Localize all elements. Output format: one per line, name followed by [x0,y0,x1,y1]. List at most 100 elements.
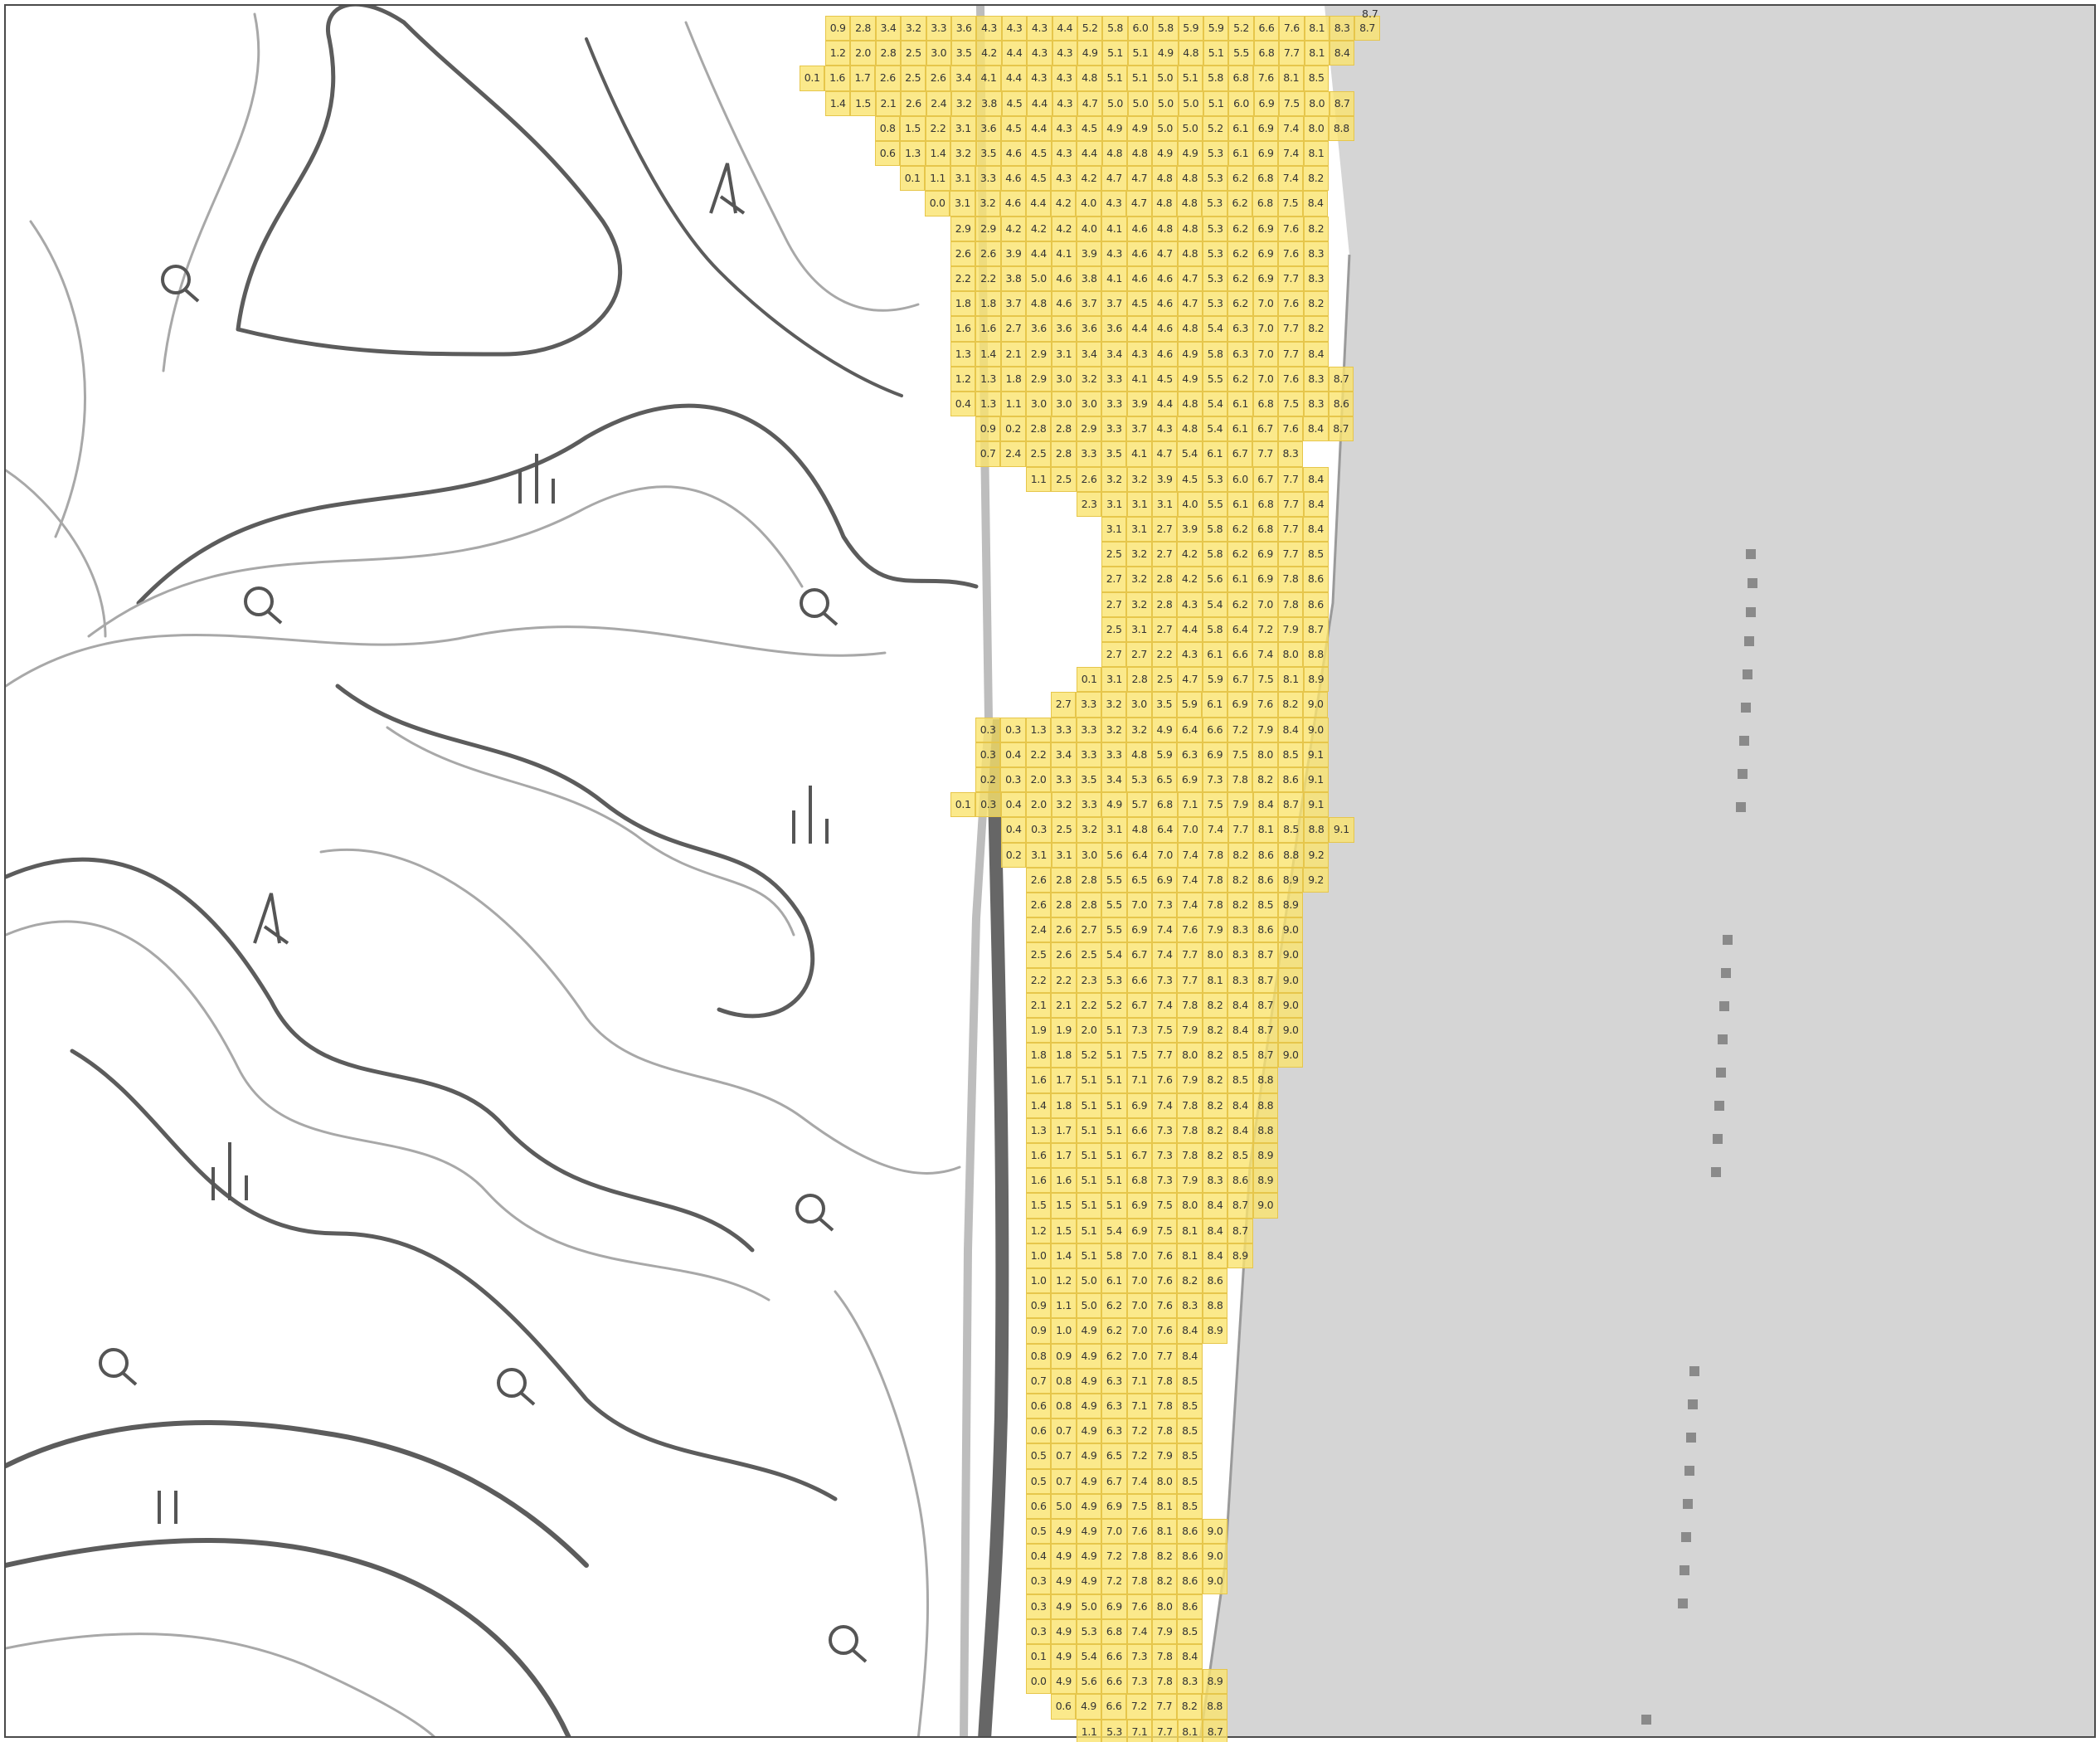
shrine-or-map-pin-icon [795,1194,834,1232]
grid-cell: 3.0 [1051,392,1077,417]
grid-cell: 8.9 [1202,1318,1228,1344]
grid-cell: 7.8 [1152,1394,1178,1419]
grid-cell: 8.8 [1252,1117,1278,1143]
grid-cell: 3.1 [950,115,976,141]
grid-cell: 4.8 [1152,166,1178,192]
grid-cell: 8.6 [1277,767,1304,793]
grid-cell: 7.3 [1152,967,1178,993]
grid-cell: 8.5 [1278,817,1304,843]
grid-cell: 4.3 [1052,90,1077,116]
grid-cell: 4.4 [1052,16,1077,41]
grid-cell: 7.4 [1278,141,1304,167]
sea-place-labels [1641,549,1757,1725]
grid-cell: 3.2 [975,191,1001,217]
grid-cell: 3.4 [1077,341,1102,367]
grid-cell: 8.3 [1303,266,1329,292]
grid-cell: 6.2 [1227,542,1253,567]
shrine-or-map-pin-icon [161,265,200,303]
grid-cell: 6.8 [1252,491,1279,517]
grid-cell: 6.2 [1101,1293,1127,1319]
grid-cell: 0.8 [1026,1343,1052,1369]
grid-cell: 3.7 [1000,291,1027,317]
grid-cell: 3.1 [1126,616,1152,642]
grid-cell: 3.1 [1101,517,1127,543]
grid-cell: 7.7 [1152,1343,1178,1369]
grid-cell: 0.3 [1000,717,1026,742]
grid-cell: 2.5 [1025,441,1052,467]
grid-cell: 4.6 [1126,241,1153,266]
grid-cell: 7.6 [1152,1318,1178,1344]
grid-cell: 4.7 [1152,241,1178,266]
grid-cell: 7.5 [1252,667,1279,693]
grid-cell: 8.7 [1203,1719,1228,1742]
grid-cell: 7.0 [1252,341,1279,367]
grid-cell: 8.0 [1304,90,1330,116]
grid-cell: 2.2 [1076,992,1102,1018]
grid-cell: 0.3 [975,717,1001,742]
grid-cell: 2.8 [1051,416,1077,442]
grid-cell: 7.8 [1227,767,1253,793]
grid-cell: 9.0 [1303,717,1329,742]
grid-cell: 8.2 [1202,1143,1228,1169]
grid-cell: 4.8 [1026,291,1052,317]
grid-cell: 0.6 [1051,1694,1077,1720]
grid-cell: 9.1 [1303,792,1329,818]
grid-cell: 9.2 [1303,867,1329,893]
grid-cell: 8.2 [1303,166,1329,192]
grid-cell: 3.3 [1077,792,1102,818]
grid-cell: 0.5 [1026,1443,1052,1469]
grid-cell: 9.2 [1303,842,1330,868]
grid-cell: 7.9 [1152,1443,1178,1469]
grid-cell: 8.4 [1202,1243,1228,1268]
grid-cell: 9.0 [1303,692,1329,718]
grid-cell: 4.7 [1101,166,1127,192]
grid-cell: 6.6 [1253,16,1280,41]
grid-cell: 0.4 [950,392,976,417]
grid-cell: 4.9 [1076,1368,1102,1394]
shrine-or-map-pin-icon [99,1348,138,1386]
grid-cell: 2.6 [1026,893,1052,918]
grid-cell: 4.5 [1152,366,1178,392]
grid-cell: 7.4 [1152,992,1178,1018]
grid-cell: 8.3 [1227,942,1253,968]
grid-cell: 6.1 [1227,115,1253,141]
grid-cell: 8.9 [1252,1143,1278,1169]
grid-cell: 8.8 [1252,1068,1278,1093]
grid-cell: 3.3 [1076,742,1101,767]
grid-cell: 9.0 [1278,917,1304,943]
grid-cell: 6.7 [1126,942,1152,968]
grid-cell: 5.4 [1101,1218,1127,1243]
grid-cell: 7.7 [1152,1043,1178,1068]
grid-cell: 8.3 [1177,1669,1203,1695]
grid-cell: 4.3 [1126,341,1153,367]
grid-cell: 2.5 [1051,466,1077,492]
grid-cell: 3.9 [1000,241,1027,266]
grid-cell: 0.7 [1051,1443,1077,1469]
grid-cell: 5.0 [1152,115,1178,141]
grid-cell: 8.3 [1227,967,1253,993]
grid-cell: 8.3 [1303,392,1329,417]
grid-cell: 7.5 [1126,1043,1152,1068]
grid-cell: 4.0 [1177,491,1203,517]
grid-cell: 6.9 [1202,742,1227,767]
grid-cell: 8.8 [1303,642,1329,668]
grid-cell: 2.9 [950,216,976,241]
grid-cell: 8.8 [1329,115,1354,141]
grid-cell: 2.2 [975,266,1001,292]
grid-cell: 6.1 [1227,416,1253,442]
grid-cell: 8.7 [1252,967,1278,993]
grid-cell: 5.4 [1202,591,1227,617]
grid-cell: 1.1 [1000,392,1027,417]
grid-cell: 7.7 [1278,316,1304,342]
grid-cell: 6.6 [1202,717,1227,742]
grid-cell: 5.8 [1101,1243,1127,1268]
grid-cell: 8.1 [1177,1218,1203,1243]
grid-cell: 8.1 [1278,667,1304,693]
grid-cell: 7.2 [1126,1418,1152,1444]
grid-cell: 2.0 [1076,1018,1102,1044]
grid-cell: 0.6 [875,141,901,167]
grid-cell: 3.3 [1101,392,1127,417]
grid-cell: 3.3 [926,16,951,41]
grid-cell: 8.0 [1202,942,1228,968]
